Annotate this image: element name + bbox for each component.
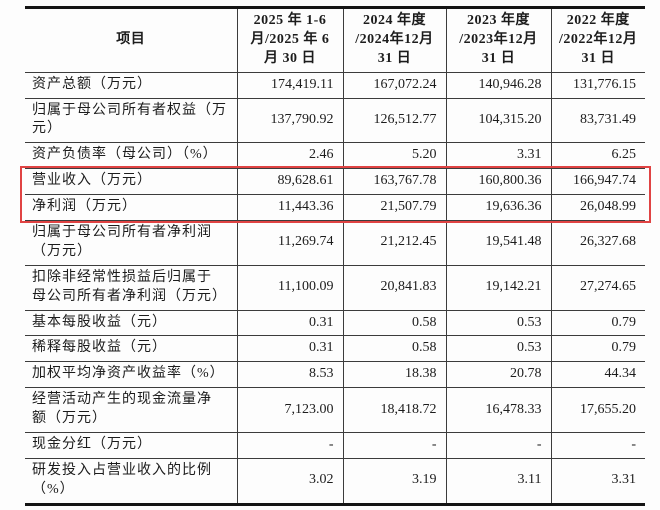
row-value: 163,767.78 <box>342 168 447 196</box>
row-value: 3.31 <box>445 142 552 170</box>
row-value: 21,212.45 <box>342 220 447 266</box>
row-value: 126,512.77 <box>342 97 447 144</box>
row-label: 资产总额（万元） <box>25 71 238 99</box>
row-value: - <box>236 432 344 459</box>
table-row: 归属于母公司所有者净利润 （万元） 11,269.74 21,212.45 19,54… <box>25 220 645 266</box>
row-value: 21,507.79 <box>342 194 447 222</box>
table-row: 研发投入占营业收入的比例 （%） 3.02 3.19 3.11 3.31 <box>25 457 645 505</box>
row-value: 27,274.65 <box>550 264 645 311</box>
row-value: 89,628.61 <box>236 168 344 196</box>
row-value: 166,947.74 <box>550 168 645 196</box>
row-value: 3.19 <box>342 457 447 505</box>
table-row: 净利润（万元） 11,443.36 21,507.79 19,636.36 26,048… <box>25 194 645 222</box>
table-row: 归属于母公司所有者权益（万 元） 137,790.92 126,512.77 104,… <box>25 97 645 144</box>
financial-summary-table: 项目 2025 年 1-6 月/2025 年 6 月 30 日 2024 年度 /… <box>25 6 645 506</box>
table-row: 基本每股收益（元） 0.31 0.58 0.53 0.79 <box>25 309 645 337</box>
row-label: 加权平均净资产收益率（%） <box>25 361 238 389</box>
table-row: 稀释每股收益（元） 0.31 0.58 0.53 0.79 <box>25 335 645 363</box>
row-value: 0.58 <box>342 309 447 337</box>
table-row: 加权平均净资产收益率（%） 8.53 18.38 20.78 44.34 <box>25 361 645 389</box>
row-value: 19,541.48 <box>445 220 552 266</box>
row-value: 11,100.09 <box>236 264 344 311</box>
row-value: - <box>550 432 645 459</box>
row-label: 营业收入（万元） <box>25 168 238 196</box>
table-row: 经营活动产生的现金流量净 额（万元） 7,123.00 18,418.72 16,47… <box>25 387 645 434</box>
row-value: 0.79 <box>550 335 645 363</box>
period-column-header: 2025 年 1-6 月/2025 年 6 月 30 日 <box>236 7 344 73</box>
table-row: 资产总额（万元） 174,419.11 167,072.24 140,946.28 13… <box>25 71 645 99</box>
row-value: 18,418.72 <box>342 387 447 434</box>
row-value: 131,776.15 <box>550 71 645 99</box>
row-value: 167,072.24 <box>342 71 447 99</box>
row-label: 经营活动产生的现金流量净 额（万元） <box>25 387 238 434</box>
row-value: 19,142.21 <box>445 264 552 311</box>
row-value: 2.46 <box>236 142 344 170</box>
row-value: 83,731.49 <box>550 97 645 144</box>
row-value: 3.31 <box>550 457 645 505</box>
row-label: 研发投入占营业收入的比例 （%） <box>25 457 238 505</box>
period-column-header: 2023 年度 /2023年12月 31 日 <box>445 7 552 73</box>
row-value: 0.53 <box>445 335 552 363</box>
row-value: 0.79 <box>550 309 645 337</box>
row-label: 稀释每股收益（元） <box>25 335 238 363</box>
period-column-header: 2022 年度 /2022年12月 31 日 <box>550 7 645 73</box>
row-value: 17,655.20 <box>550 387 645 434</box>
row-value: 16,478.33 <box>445 387 552 434</box>
row-value: 137,790.92 <box>236 97 344 144</box>
row-label: 基本每股收益（元） <box>25 309 238 337</box>
row-value: 0.53 <box>445 309 552 337</box>
row-value: 0.31 <box>236 335 344 363</box>
table-row: 营业收入（万元） 89,628.61 163,767.78 160,800.36 166… <box>25 168 645 196</box>
row-value: 140,946.28 <box>445 71 552 99</box>
table-row: 现金分红（万元） - - - - <box>25 432 645 459</box>
row-label: 现金分红（万元） <box>25 432 238 459</box>
row-value: - <box>445 432 552 459</box>
row-value: 44.34 <box>550 361 645 389</box>
row-value: 5.20 <box>342 142 447 170</box>
table-row: 资产负债率（母公司）（%） 2.46 5.20 3.31 6.25 <box>25 142 645 170</box>
row-value: 7,123.00 <box>236 387 344 434</box>
row-value: 0.31 <box>236 309 344 337</box>
row-value: 0.58 <box>342 335 447 363</box>
row-value: 18.38 <box>342 361 447 389</box>
row-label: 扣除非经常性损益后归属于 母公司所有者净利润（万元） <box>25 264 238 311</box>
row-value: 104,315.20 <box>445 97 552 144</box>
table-header-row: 项目 2025 年 1-6 月/2025 年 6 月 30 日 2024 年度 /… <box>25 7 645 73</box>
row-label: 归属于母公司所有者净利润 （万元） <box>25 220 238 266</box>
row-value: 8.53 <box>236 361 344 389</box>
row-value: 20.78 <box>445 361 552 389</box>
row-value: 26,048.99 <box>550 194 645 222</box>
row-value: 174,419.11 <box>236 71 344 99</box>
row-label: 净利润（万元） <box>25 194 238 222</box>
row-value: 6.25 <box>550 142 645 170</box>
row-label: 归属于母公司所有者权益（万 元） <box>25 97 238 144</box>
table-row: 扣除非经常性损益后归属于 母公司所有者净利润（万元） 11,100.09 20,84… <box>25 264 645 311</box>
row-label: 资产负债率（母公司）（%） <box>25 142 238 170</box>
row-value: - <box>342 432 447 459</box>
row-value: 19,636.36 <box>445 194 552 222</box>
row-value: 160,800.36 <box>445 168 552 196</box>
row-value: 26,327.68 <box>550 220 645 266</box>
row-value: 3.11 <box>445 457 552 505</box>
row-value: 11,443.36 <box>236 194 344 222</box>
row-value: 11,269.74 <box>236 220 344 266</box>
row-value: 3.02 <box>236 457 344 505</box>
row-value: 20,841.83 <box>342 264 447 311</box>
item-column-header: 项目 <box>25 7 238 73</box>
period-column-header: 2024 年度 /2024年12月 31 日 <box>342 7 447 73</box>
